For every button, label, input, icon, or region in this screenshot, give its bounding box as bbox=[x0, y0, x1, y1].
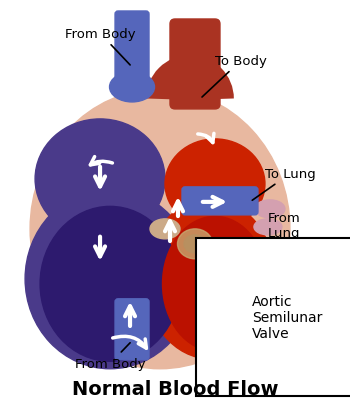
Text: From Body: From Body bbox=[65, 28, 136, 66]
Ellipse shape bbox=[165, 140, 265, 229]
Ellipse shape bbox=[254, 219, 282, 235]
FancyBboxPatch shape bbox=[115, 299, 149, 360]
Ellipse shape bbox=[177, 229, 212, 259]
FancyBboxPatch shape bbox=[170, 20, 220, 109]
Ellipse shape bbox=[145, 199, 275, 359]
Ellipse shape bbox=[25, 189, 195, 369]
Ellipse shape bbox=[150, 219, 180, 239]
Text: Aortic
Semilunar
Valve: Aortic Semilunar Valve bbox=[212, 251, 322, 340]
Ellipse shape bbox=[110, 73, 154, 103]
Ellipse shape bbox=[40, 207, 180, 361]
Text: Normal Blood Flow: Normal Blood Flow bbox=[72, 379, 278, 398]
FancyBboxPatch shape bbox=[115, 12, 149, 88]
Ellipse shape bbox=[162, 217, 267, 351]
Text: From Body: From Body bbox=[75, 343, 146, 370]
FancyBboxPatch shape bbox=[182, 187, 258, 215]
Ellipse shape bbox=[35, 119, 165, 239]
Text: To Body: To Body bbox=[202, 55, 267, 98]
Ellipse shape bbox=[30, 90, 290, 369]
Ellipse shape bbox=[255, 200, 285, 218]
Text: To Lung: To Lung bbox=[252, 168, 316, 201]
Text: From
Lung: From Lung bbox=[268, 211, 301, 239]
Ellipse shape bbox=[184, 235, 206, 253]
